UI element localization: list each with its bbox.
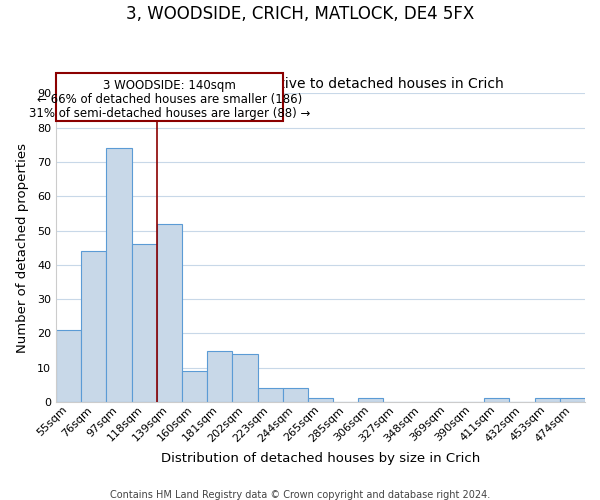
Bar — [207, 350, 232, 402]
FancyBboxPatch shape — [56, 73, 283, 121]
Bar — [182, 371, 207, 402]
Bar — [535, 398, 560, 402]
Bar — [358, 398, 383, 402]
Bar — [560, 398, 585, 402]
Text: 31% of semi-detached houses are larger (88) →: 31% of semi-detached houses are larger (… — [29, 107, 310, 120]
Text: Contains HM Land Registry data © Crown copyright and database right 2024.: Contains HM Land Registry data © Crown c… — [110, 490, 490, 500]
Text: ← 66% of detached houses are smaller (186): ← 66% of detached houses are smaller (18… — [37, 93, 302, 106]
Bar — [484, 398, 509, 402]
Title: Size of property relative to detached houses in Crich: Size of property relative to detached ho… — [137, 77, 503, 91]
Text: 3 WOODSIDE: 140sqm: 3 WOODSIDE: 140sqm — [103, 79, 236, 92]
Bar — [257, 388, 283, 402]
Bar — [56, 330, 81, 402]
Bar — [106, 148, 131, 402]
Bar — [308, 398, 333, 402]
Bar — [157, 224, 182, 402]
Text: 3, WOODSIDE, CRICH, MATLOCK, DE4 5FX: 3, WOODSIDE, CRICH, MATLOCK, DE4 5FX — [126, 5, 474, 23]
Bar — [131, 244, 157, 402]
Y-axis label: Number of detached properties: Number of detached properties — [16, 142, 29, 352]
Bar — [283, 388, 308, 402]
X-axis label: Distribution of detached houses by size in Crich: Distribution of detached houses by size … — [161, 452, 480, 465]
Bar — [232, 354, 257, 402]
Bar — [81, 251, 106, 402]
